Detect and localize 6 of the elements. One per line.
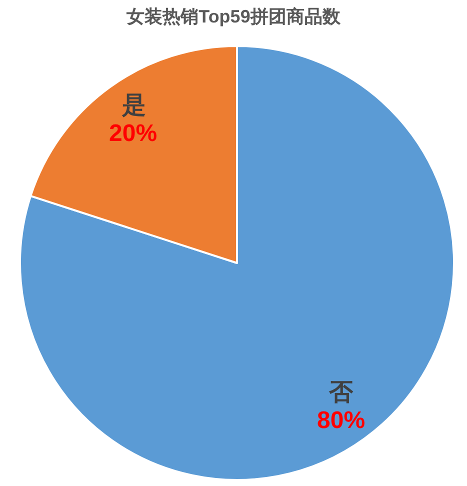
slice-label: 否	[328, 379, 354, 406]
data-label: 20%	[109, 120, 158, 147]
chart-title: 女装热销Top59拼团商品数	[126, 6, 342, 26]
pie-slice	[19, 45, 455, 481]
slice-label: 是	[121, 92, 146, 119]
data-label: 80%	[317, 407, 366, 434]
